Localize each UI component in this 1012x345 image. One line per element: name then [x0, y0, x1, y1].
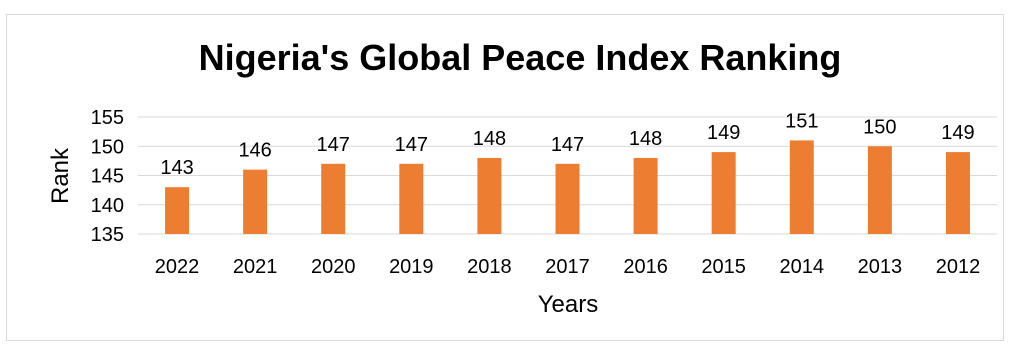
bar-2022 [165, 187, 190, 234]
data-label-2022: 143 [160, 157, 193, 179]
y-tick-label: 140 [91, 195, 124, 217]
bar-2016 [633, 157, 658, 234]
bar-2019 [399, 163, 424, 234]
data-labels: 143 146 147 147 148 147 148 149 151 150 149 [160, 110, 974, 179]
y-tick-label: 135 [91, 224, 124, 246]
y-tick-label: 150 [91, 136, 124, 158]
x-tick-label-2019: 2019 [389, 256, 434, 278]
data-label-2012: 149 [941, 122, 974, 144]
x-tick-label-2012: 2012 [936, 256, 981, 278]
bar-2013 [867, 146, 892, 234]
data-label-2021: 146 [238, 140, 271, 162]
bar-2015 [711, 152, 736, 234]
data-label-2020: 147 [317, 134, 350, 156]
x-tick-label-2021: 2021 [233, 256, 278, 278]
y-tick-label: 145 [91, 166, 124, 188]
chart-title: Nigeria's Global Peace Index Ranking [199, 37, 842, 78]
bar-2018 [477, 157, 502, 234]
y-axis-ticks: 135 140 145 150 155 [91, 107, 124, 246]
x-tick-label-2015: 2015 [701, 256, 746, 278]
x-axis-label: Years [538, 291, 599, 318]
x-axis-ticks: 2022 2021 2020 2019 2018 2017 2016 2015 2014 2013… [155, 256, 980, 278]
data-label-2018: 148 [473, 128, 506, 150]
data-label-2015: 149 [707, 122, 740, 144]
bar-2020 [321, 163, 346, 234]
chart-frame [6, 14, 1004, 341]
data-label-2014: 151 [785, 110, 818, 132]
bar-2021 [243, 169, 268, 234]
x-tick-label-2016: 2016 [623, 256, 668, 278]
data-label-2013: 150 [863, 116, 896, 138]
x-tick-label-2018: 2018 [467, 256, 512, 278]
x-tick-label-2022: 2022 [155, 256, 200, 278]
y-axis-label: Rank [47, 147, 74, 204]
x-tick-label-2014: 2014 [780, 256, 825, 278]
x-tick-label-2017: 2017 [545, 256, 590, 278]
x-tick-label-2013: 2013 [858, 256, 903, 278]
data-label-2019: 147 [395, 134, 428, 156]
bar-2017 [555, 163, 580, 234]
bar-2014 [789, 140, 814, 234]
data-label-2017: 147 [551, 134, 584, 156]
y-tick-label: 155 [91, 107, 124, 129]
x-tick-label-2020: 2020 [311, 256, 356, 278]
data-label-2016: 148 [629, 128, 662, 150]
bar-2012 [945, 152, 970, 234]
bars [165, 140, 970, 234]
